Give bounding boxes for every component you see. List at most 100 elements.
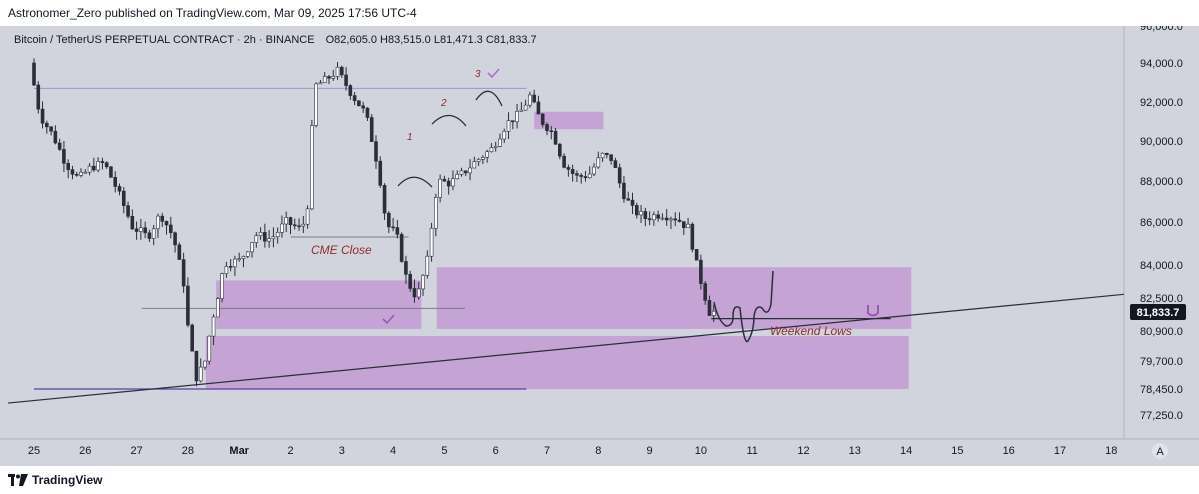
candle-body <box>707 300 712 316</box>
supply-demand-zone <box>216 280 422 329</box>
auto-scale-button[interactable]: A <box>1152 443 1168 459</box>
price-tick-label: 92,000.0 <box>1140 97 1183 109</box>
candle-body <box>263 232 267 242</box>
candle-body <box>468 167 472 174</box>
candle-body <box>126 205 130 217</box>
price-tick-label: 88,000.0 <box>1140 176 1183 188</box>
time-tick-label: 27 <box>130 445 142 457</box>
candle-body <box>656 214 660 219</box>
auto-scale-circle[interactable] <box>1152 443 1168 459</box>
drawing-layer: 1 2 3 CME Close Weekend Lows <box>311 68 879 343</box>
candle-body <box>322 76 327 84</box>
candle-body <box>211 316 216 337</box>
candle-body <box>558 143 562 157</box>
candle-body <box>344 74 348 86</box>
candle-body <box>53 130 58 144</box>
candle-body <box>566 167 571 170</box>
candle-body <box>233 258 237 268</box>
price-tick-label: 82,500.0 <box>1140 293 1183 305</box>
candle-body <box>600 152 605 159</box>
candle-body <box>271 236 276 240</box>
candle-body <box>143 227 147 234</box>
tradingview-brand[interactable]: TradingView <box>8 472 102 488</box>
candle-body <box>318 82 323 85</box>
wave-count-1: 1 <box>407 132 413 143</box>
time-tick-label: 6 <box>493 445 499 457</box>
price-tick-label: 96,000.0 <box>1140 26 1183 33</box>
candle-body <box>177 244 182 260</box>
candle-body <box>502 130 507 140</box>
candle-body <box>305 208 310 225</box>
time-tick-label: 9 <box>647 445 653 457</box>
candle-body <box>699 259 703 284</box>
candle-body <box>639 211 643 216</box>
auto-scale-label[interactable]: A <box>1156 446 1164 458</box>
candle-body <box>425 255 430 276</box>
candle-body <box>652 214 656 221</box>
candle-body <box>412 288 417 298</box>
time-tick-label: 7 <box>544 445 550 457</box>
candle-body <box>275 232 280 238</box>
candle-body <box>32 62 36 86</box>
candle-body <box>109 166 113 178</box>
time-tick-label: 26 <box>79 445 91 457</box>
candle-body <box>481 157 485 160</box>
time-tick-label: 11 <box>746 445 757 457</box>
candle-body <box>339 66 344 76</box>
candle-body <box>186 285 190 326</box>
candle-body <box>609 154 613 161</box>
candle-body <box>92 165 96 171</box>
candle-body <box>292 224 297 227</box>
candle-body <box>613 160 618 168</box>
supply-demand-zone <box>436 267 912 329</box>
candle-body <box>553 130 558 145</box>
supply-demand-zone <box>205 336 909 389</box>
candle-body <box>617 167 622 184</box>
candle-body <box>536 101 541 115</box>
candle-body <box>280 223 284 233</box>
candle-body <box>160 215 165 222</box>
publisher-bar: Astronomer_Zero published on TradingView… <box>0 0 1199 26</box>
time-tick-label: 15 <box>951 445 963 457</box>
zone-layer <box>205 111 912 389</box>
price-tick-label: 80,900.0 <box>1140 326 1183 338</box>
candle-body <box>429 227 434 257</box>
candle-body <box>374 141 378 162</box>
price-chart-svg[interactable]: Bitcoin / TetherUS PERPETUAL CONTRACT · … <box>0 26 1199 466</box>
candle-body <box>498 138 502 147</box>
price-axis[interactable]: 96,000.0 94,000.0 92,000.0 90,000.0 88,000.0… <box>1140 26 1183 422</box>
candle-body <box>250 242 254 253</box>
candle-body <box>523 104 528 111</box>
wave-count-2: 2 <box>440 98 447 109</box>
wave-count-3: 3 <box>475 69 481 80</box>
candle-body <box>596 157 601 168</box>
footer: TradingView <box>0 466 1199 494</box>
level-layer <box>7 87 1125 404</box>
candle-body <box>87 165 92 173</box>
candle-body <box>549 130 554 133</box>
candle-body <box>45 122 49 128</box>
candle-body <box>416 288 421 298</box>
candle-body <box>151 228 156 239</box>
time-tick-label: 13 <box>849 445 861 457</box>
candle-body <box>314 83 318 126</box>
candle-body <box>532 94 536 103</box>
candle-body <box>408 274 413 289</box>
candle-body <box>327 76 331 79</box>
candle-body <box>455 174 460 180</box>
candle-body <box>66 163 70 170</box>
time-tick-label: 10 <box>695 445 707 457</box>
candle-body <box>391 226 395 229</box>
candle-body <box>451 178 455 187</box>
candle-body <box>134 228 139 232</box>
trendline <box>7 293 1125 404</box>
candle-body <box>605 152 609 155</box>
candle-body <box>545 124 549 132</box>
chart-area[interactable]: Bitcoin / TetherUS PERPETUAL CONTRACT · … <box>0 26 1199 466</box>
candle-body <box>331 76 336 79</box>
time-axis[interactable]: 25 26 27 28 Mar 2 3 4 5 6 7 8 9 10 11 12 13 14 15 16 17 18 <box>28 445 1118 457</box>
price-tick-label: 77,250.0 <box>1140 410 1183 422</box>
time-tick-label: 16 <box>1003 445 1015 457</box>
candle-body <box>121 190 126 206</box>
candle-body <box>117 186 122 192</box>
